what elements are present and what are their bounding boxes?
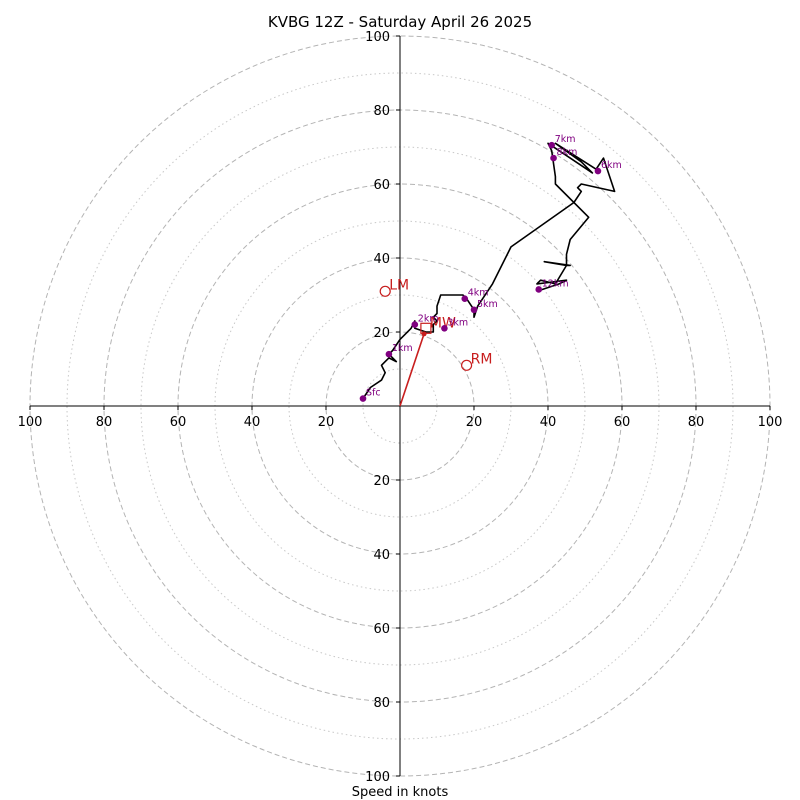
y-tick-label: 80 xyxy=(373,104,390,119)
axes: 100 80 60 40 20 20 40 60 80 100 100 80 60 40 20 20 40 60 8… xyxy=(18,30,783,785)
x-tick-label: 80 xyxy=(96,415,113,430)
storm-motion-lm-marker xyxy=(379,285,391,297)
storm-motion-lm-label: LM xyxy=(389,277,409,293)
height-marker-7km xyxy=(548,141,555,149)
height-marker-2km xyxy=(411,321,419,328)
height-label-7km: 7km xyxy=(555,134,576,145)
height-marker-6km xyxy=(594,167,602,175)
x-tick-label: 60 xyxy=(614,415,631,430)
y-tick-label: 20 xyxy=(373,326,390,341)
y-tick-label: 80 xyxy=(373,696,390,711)
height-label-5km: 5km xyxy=(477,299,498,310)
x-tick-label: 100 xyxy=(758,415,783,430)
height-label-2km: 2km xyxy=(418,314,439,325)
x-tick-label: 20 xyxy=(466,415,483,430)
height-label-6km: 6km xyxy=(601,160,622,171)
height-marker-8km xyxy=(550,154,557,162)
x-tick-label: 80 xyxy=(688,415,705,430)
x-tick-label: 40 xyxy=(540,415,557,430)
chart-title: KVBG 12Z - Saturday April 26 2025 xyxy=(268,13,532,31)
storm-motion-rm-marker xyxy=(461,359,473,371)
storm-motion-rm-label: RM xyxy=(471,351,493,367)
y-tick-label: 60 xyxy=(373,178,390,193)
height-label-1km: 1km xyxy=(392,343,413,354)
height-label-4km: 4km xyxy=(468,288,489,299)
y-tick-label: 100 xyxy=(365,30,390,45)
y-tick-label: 60 xyxy=(373,622,390,637)
height-label-12km: 12km xyxy=(542,278,569,289)
height-label-3km: 3km xyxy=(447,317,468,328)
x-tick-label: 20 xyxy=(318,415,335,430)
height-marker-3km xyxy=(441,325,448,332)
storm-motion-layer: LM RM MW xyxy=(379,277,493,407)
x-tick-label: 40 xyxy=(244,415,261,430)
hodograph-trace-line xyxy=(362,142,616,400)
height-label-sfc: Sfc xyxy=(366,388,381,399)
hodograph-trace-layer xyxy=(362,142,616,400)
y-tick-label: 100 xyxy=(365,770,390,785)
mean-wind-label: MW xyxy=(430,315,456,331)
mean-wind-marker xyxy=(420,322,432,334)
height-marker-5km xyxy=(470,306,478,314)
x-tick-label: 100 xyxy=(18,415,43,430)
x-axis-label: Speed in knots xyxy=(352,785,449,800)
x-tick-label: 60 xyxy=(170,415,187,430)
y-tick-label: 40 xyxy=(373,252,390,267)
height-marker-sfc xyxy=(359,395,367,402)
height-marker-4km xyxy=(461,295,469,303)
height-label-8km: 8km xyxy=(557,147,578,158)
y-tick-label: 20 xyxy=(373,474,390,489)
height-marker-12km xyxy=(535,286,543,293)
height-marker-1km xyxy=(385,350,393,358)
y-tick-label: 40 xyxy=(373,548,390,563)
mean-wind-vector xyxy=(399,333,425,407)
